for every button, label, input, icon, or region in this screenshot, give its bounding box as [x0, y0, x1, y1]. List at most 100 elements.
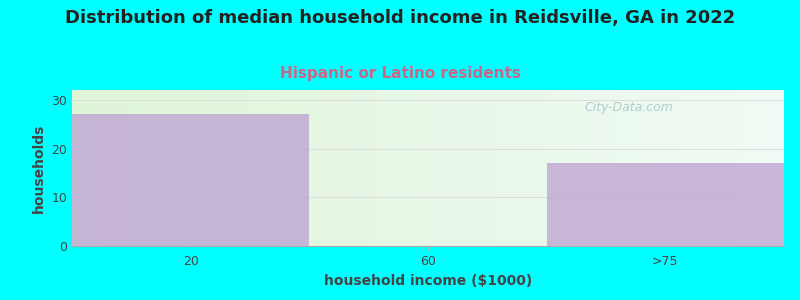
Bar	[362, 90, 364, 246]
Bar	[130, 90, 133, 246]
Bar	[567, 90, 570, 246]
Bar	[464, 90, 467, 246]
Bar	[264, 90, 266, 246]
Bar	[364, 90, 367, 246]
Bar	[378, 90, 381, 246]
X-axis label: household income ($1000): household income ($1000)	[324, 274, 532, 288]
Bar	[759, 90, 762, 246]
Bar	[289, 90, 292, 246]
Bar	[303, 90, 306, 246]
Bar	[314, 90, 317, 246]
Bar	[80, 90, 83, 246]
Bar	[386, 90, 389, 246]
Bar	[520, 90, 522, 246]
Bar	[584, 90, 586, 246]
Text: Distribution of median household income in Reidsville, GA in 2022: Distribution of median household income …	[65, 9, 735, 27]
Bar	[191, 90, 194, 246]
Bar	[765, 90, 767, 246]
Bar	[534, 90, 537, 246]
Bar	[734, 90, 737, 246]
Bar	[611, 90, 614, 246]
Bar	[266, 90, 270, 246]
Bar	[462, 90, 464, 246]
Bar	[97, 90, 100, 246]
Bar	[153, 90, 155, 246]
Bar	[420, 90, 422, 246]
Bar	[546, 163, 784, 246]
Bar	[206, 90, 208, 246]
Bar	[709, 90, 712, 246]
Bar	[436, 90, 439, 246]
Bar	[531, 90, 534, 246]
Bar	[170, 90, 172, 246]
Bar	[298, 90, 300, 246]
Bar	[601, 90, 603, 246]
Bar	[778, 90, 782, 246]
Bar	[155, 90, 158, 246]
Bar	[481, 90, 484, 246]
Bar	[202, 90, 206, 246]
Bar	[72, 114, 310, 246]
Bar	[189, 90, 191, 246]
Bar	[242, 90, 245, 246]
Bar	[578, 90, 581, 246]
Bar	[506, 90, 509, 246]
Bar	[125, 90, 128, 246]
Bar	[328, 90, 330, 246]
Bar	[422, 90, 426, 246]
Bar	[236, 90, 239, 246]
Bar	[659, 90, 662, 246]
Bar	[745, 90, 748, 246]
Bar	[654, 90, 656, 246]
Bar	[692, 90, 695, 246]
Bar	[634, 90, 637, 246]
Bar	[442, 90, 445, 246]
Bar	[509, 90, 511, 246]
Bar	[458, 90, 462, 246]
Bar	[102, 90, 106, 246]
Bar	[650, 90, 654, 246]
Bar	[514, 90, 517, 246]
Bar	[281, 90, 283, 246]
Bar	[665, 90, 667, 246]
Bar	[253, 90, 255, 246]
Bar	[334, 90, 336, 246]
Bar	[317, 90, 319, 246]
Bar	[194, 90, 197, 246]
Bar	[550, 90, 553, 246]
Bar	[381, 90, 383, 246]
Bar	[345, 90, 347, 246]
Bar	[558, 90, 562, 246]
Bar	[114, 90, 117, 246]
Bar	[475, 90, 478, 246]
Bar	[609, 90, 611, 246]
Bar	[445, 90, 447, 246]
Bar	[742, 90, 745, 246]
Bar	[417, 90, 420, 246]
Bar	[628, 90, 631, 246]
Bar	[74, 90, 78, 246]
Bar	[731, 90, 734, 246]
Bar	[586, 90, 590, 246]
Bar	[245, 90, 247, 246]
Bar	[258, 90, 261, 246]
Bar	[547, 90, 550, 246]
Bar	[564, 90, 567, 246]
Bar	[117, 90, 119, 246]
Bar	[714, 90, 718, 246]
Bar	[161, 90, 164, 246]
Bar	[737, 90, 739, 246]
Bar	[111, 90, 114, 246]
Bar	[300, 90, 303, 246]
Bar	[726, 90, 728, 246]
Bar	[398, 90, 400, 246]
Bar	[642, 90, 645, 246]
Bar	[358, 90, 362, 246]
Bar	[631, 90, 634, 246]
Bar	[228, 90, 230, 246]
Bar	[573, 90, 575, 246]
Bar	[91, 90, 94, 246]
Bar	[492, 90, 494, 246]
Bar	[414, 90, 417, 246]
Bar	[575, 90, 578, 246]
